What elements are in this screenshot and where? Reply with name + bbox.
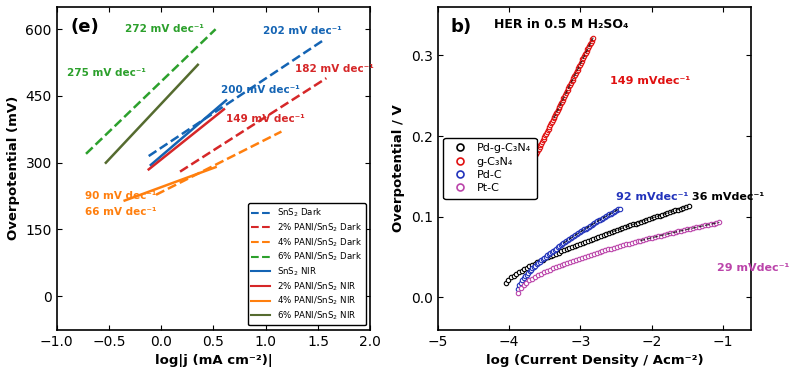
Text: HER in 0.5 M H₂SO₄: HER in 0.5 M H₂SO₄ <box>494 18 629 31</box>
Y-axis label: Overpotential (mV): Overpotential (mV) <box>7 96 20 240</box>
Legend: Pd-g-C₃N₄, g-C₃N₄, Pd-C, Pt-C: Pd-g-C₃N₄, g-C₃N₄, Pd-C, Pt-C <box>443 138 537 199</box>
Text: b): b) <box>450 18 471 36</box>
Text: 272 mV dec⁻¹: 272 mV dec⁻¹ <box>125 24 203 34</box>
Text: 90 mV dec⁻¹: 90 mV dec⁻¹ <box>85 191 156 202</box>
Text: 202 mV dec⁻¹: 202 mV dec⁻¹ <box>262 26 342 36</box>
Legend: SnS$_2$ Dark, 2% PANI/SnS$_2$ Dark, 4% PANI/SnS$_2$ Dark, 6% PANI/SnS$_2$ Dark, : SnS$_2$ Dark, 2% PANI/SnS$_2$ Dark, 4% P… <box>248 203 366 325</box>
Text: 36 mVdec⁻¹: 36 mVdec⁻¹ <box>692 192 765 202</box>
Text: 92 mVdec⁻¹: 92 mVdec⁻¹ <box>616 192 689 202</box>
X-axis label: log|j (mA cm⁻²)|: log|j (mA cm⁻²)| <box>154 354 272 367</box>
Text: 66 mV dec⁻¹: 66 mV dec⁻¹ <box>85 207 157 217</box>
Text: 275 mV dec⁻¹: 275 mV dec⁻¹ <box>67 68 146 78</box>
Text: 200 mV dec⁻¹: 200 mV dec⁻¹ <box>221 85 299 95</box>
X-axis label: log (Current Density / Acm⁻²): log (Current Density / Acm⁻²) <box>486 354 703 367</box>
Text: 149 mV dec⁻¹: 149 mV dec⁻¹ <box>226 114 305 123</box>
Text: 182 mV dec⁻¹: 182 mV dec⁻¹ <box>295 64 374 74</box>
Text: 149 mVdec⁻¹: 149 mVdec⁻¹ <box>610 76 690 86</box>
Text: 29 mVdec⁻¹: 29 mVdec⁻¹ <box>718 263 790 273</box>
Text: (e): (e) <box>71 18 99 36</box>
Y-axis label: Overpotential / V: Overpotential / V <box>393 104 406 232</box>
